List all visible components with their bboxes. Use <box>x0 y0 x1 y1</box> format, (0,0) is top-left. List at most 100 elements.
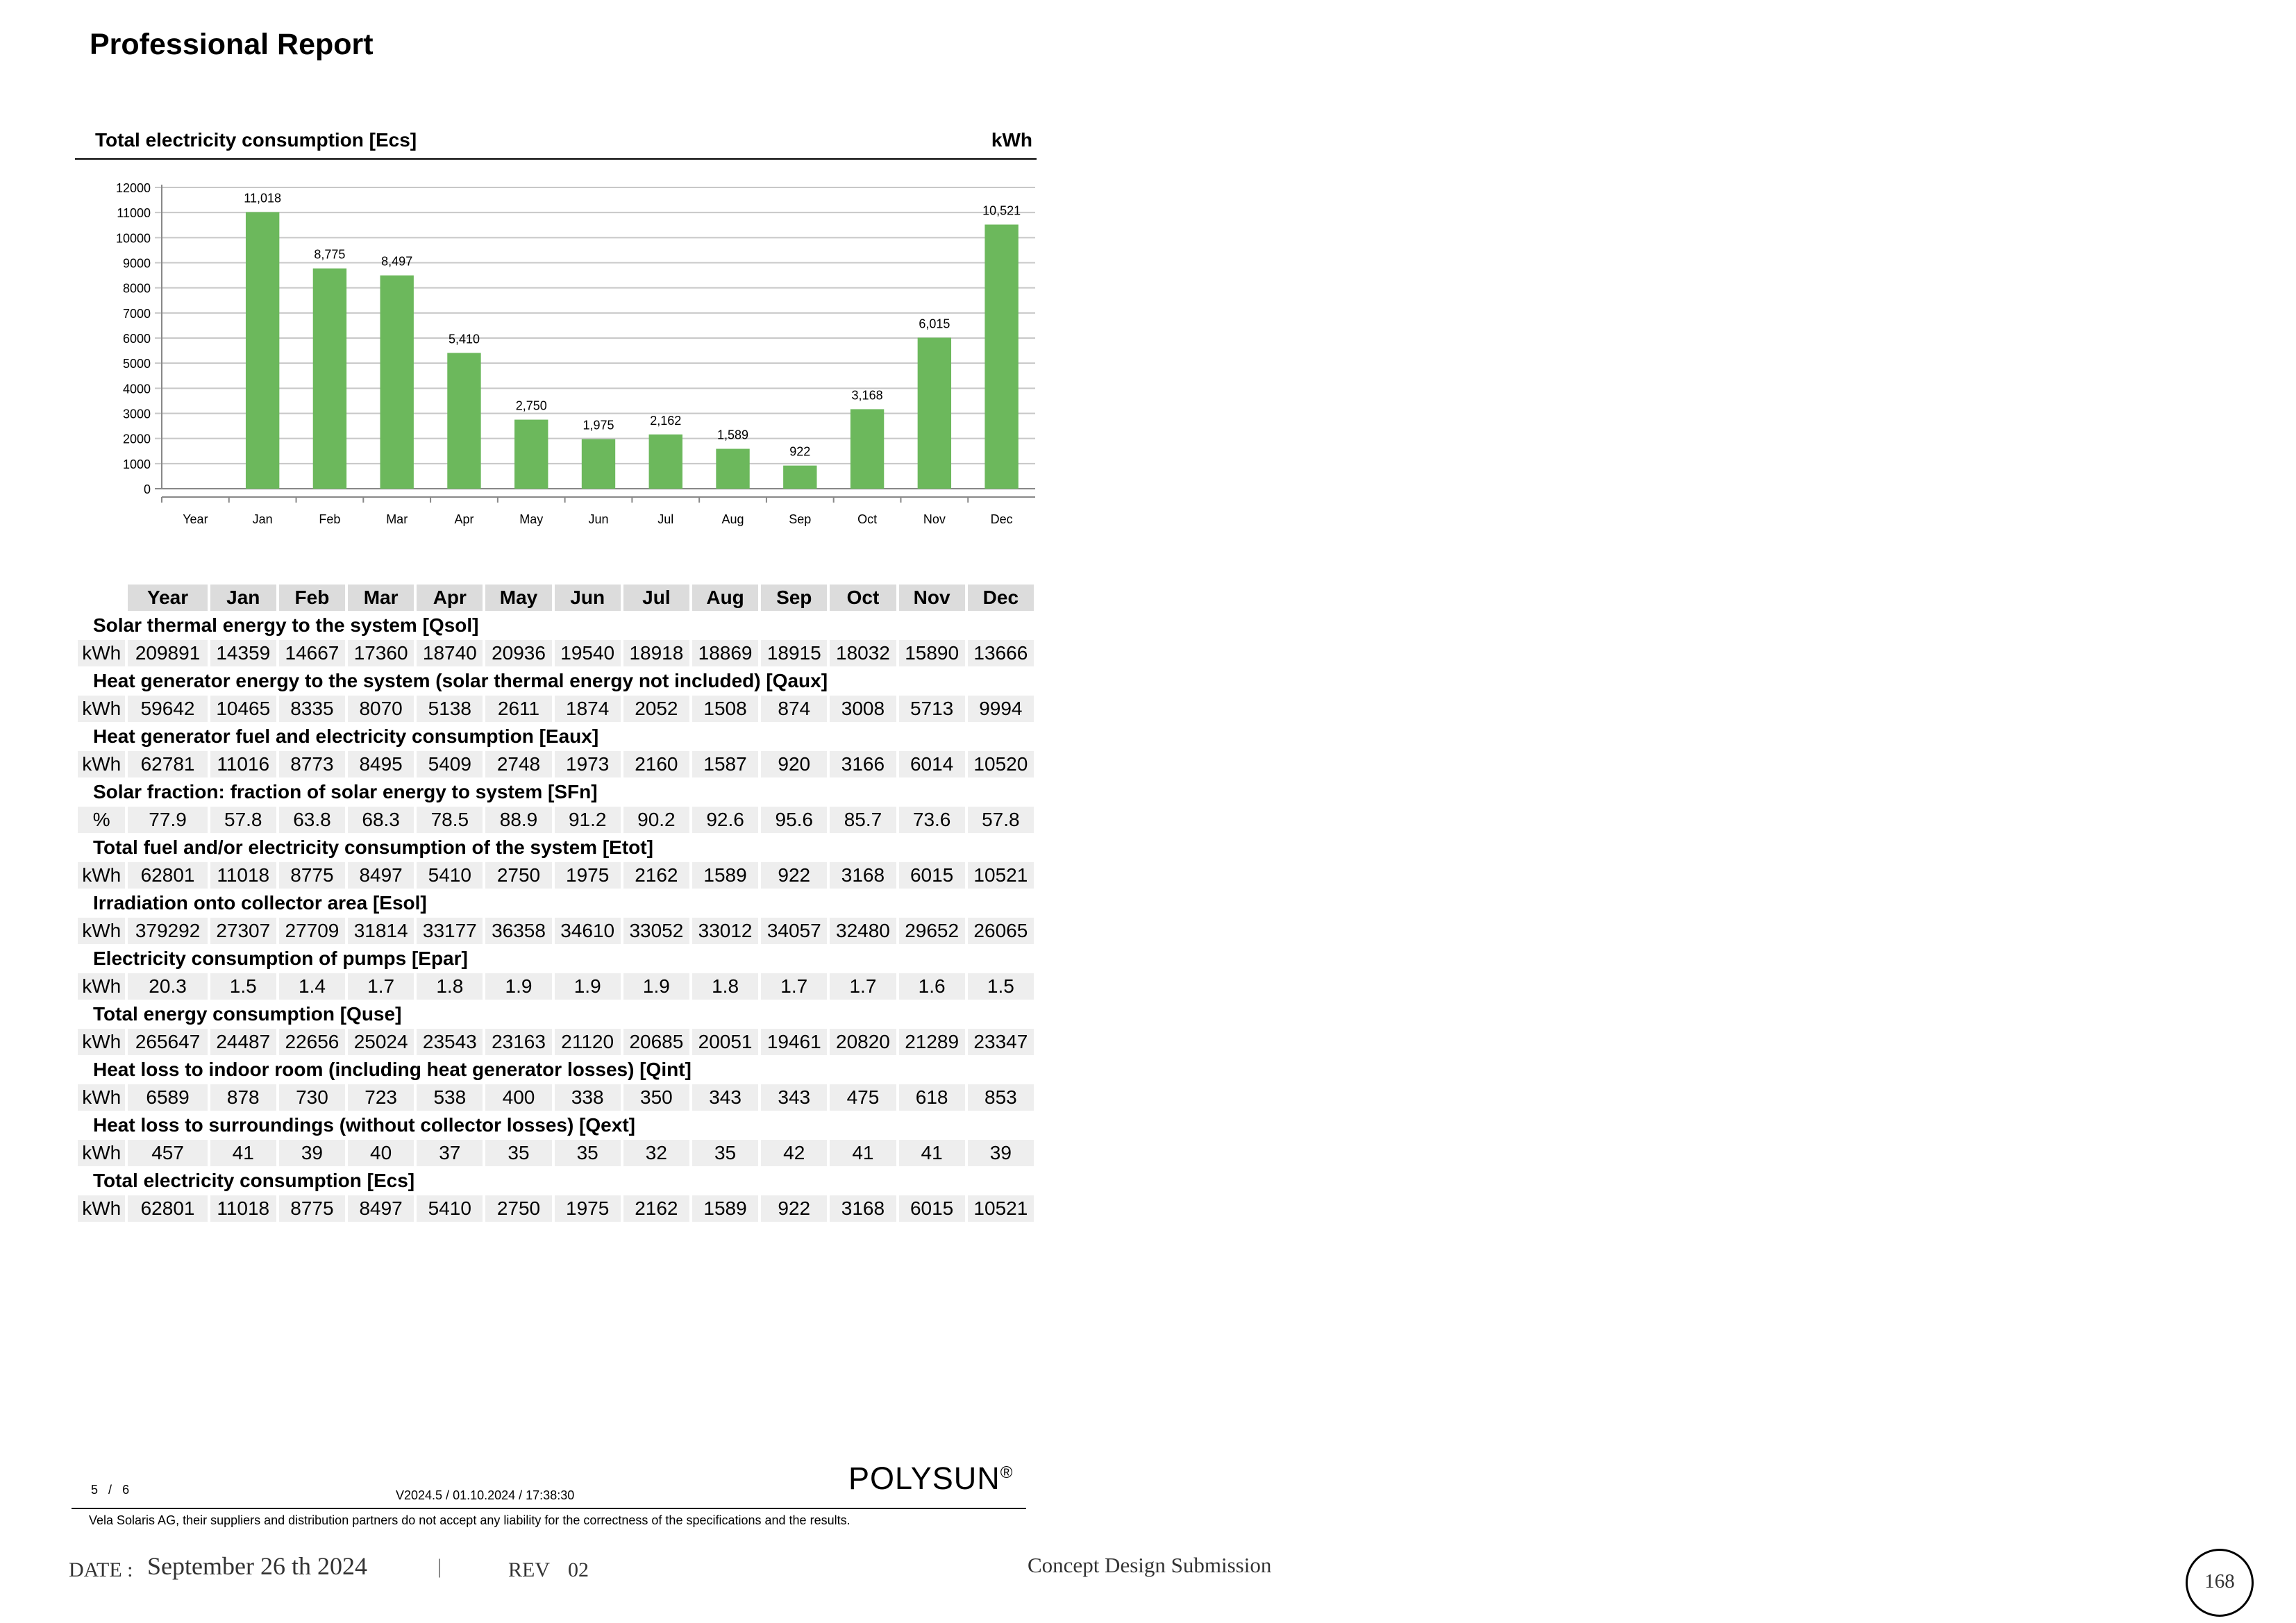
section-title: Irradiation onto collector area [Esol] <box>93 892 427 914</box>
value-cell: 27709 <box>278 918 346 944</box>
value-cell: 6589 <box>128 1084 208 1111</box>
value-cell: 730 <box>278 1084 346 1111</box>
value-cell: 1508 <box>692 696 759 722</box>
column-header: Sep <box>761 585 828 611</box>
value-cell: 20685 <box>623 1029 689 1055</box>
value-cell: 13666 <box>967 640 1034 666</box>
value-cell: 5138 <box>417 696 483 722</box>
section-title: Solar thermal energy to the system [Qsol… <box>93 614 479 636</box>
value-cell: 18740 <box>417 640 483 666</box>
chart-header: Total electricity consumption [Ecs] kWh <box>75 126 1037 160</box>
column-header: Feb <box>278 585 346 611</box>
value-cell: 68.3 <box>348 807 414 833</box>
value-cell: 1874 <box>554 696 621 722</box>
value-cell: 73.6 <box>898 807 965 833</box>
section-title: Total energy consumption [Quse] <box>93 1003 402 1025</box>
value-cell: 2052 <box>623 696 689 722</box>
y-tick-label: 11000 <box>117 206 151 220</box>
value-cell: 90.2 <box>623 807 689 833</box>
unit-cell: kWh <box>78 751 126 777</box>
chart-grid <box>155 187 1035 489</box>
unit-cell: % <box>78 807 126 833</box>
value-cell: 8497 <box>348 862 414 889</box>
value-cell: 10521 <box>967 1195 1034 1222</box>
value-cell: 8070 <box>348 696 414 722</box>
value-cell: 1.9 <box>623 973 689 1000</box>
value-cell: 14359 <box>210 640 276 666</box>
table-row: kWh 457 41 39 40 37 35 35 32 35 42 41 41 39 <box>78 1140 1034 1166</box>
value-cell: 538 <box>417 1084 483 1111</box>
x-tick-label: Jun <box>588 512 608 526</box>
value-cell: 85.7 <box>830 807 896 833</box>
value-cell: 8497 <box>348 1195 414 1222</box>
value-cell: 77.9 <box>128 807 208 833</box>
unit-cell: kWh <box>78 862 126 889</box>
value-cell: 92.6 <box>692 807 759 833</box>
brand-name: POLYSUN <box>848 1461 1000 1496</box>
section-title-row: Total energy consumption [Quse] <box>78 1000 1034 1029</box>
value-cell: 3008 <box>830 696 896 722</box>
value-cell: 922 <box>761 1195 828 1222</box>
value-cell: 1.9 <box>485 973 552 1000</box>
revision-value: 02 <box>568 1558 589 1581</box>
table-row: kWh 209891 14359 14667 17360 18740 20936 19540 1… <box>78 640 1034 666</box>
y-tick-label: 4000 <box>123 382 151 396</box>
chart-unit: kWh <box>991 129 1032 151</box>
value-cell: 57.8 <box>210 807 276 833</box>
section-title-row: Heat loss to indoor room (including heat… <box>78 1055 1034 1084</box>
value-cell: 2748 <box>485 751 552 777</box>
value-cell: 8775 <box>278 862 346 889</box>
date-label: DATE : <box>69 1558 133 1581</box>
value-cell: 265647 <box>128 1029 208 1055</box>
bar <box>850 409 885 489</box>
table-body: Solar thermal energy to the system [Qsol… <box>78 611 1034 1222</box>
value-cell: 33052 <box>623 918 689 944</box>
x-tick-label: Year <box>183 512 208 526</box>
value-cell: 59642 <box>128 696 208 722</box>
value-cell: 5410 <box>417 1195 483 1222</box>
page-current: 5 <box>91 1483 99 1497</box>
chart-labels: 0 1000 2000 3000 4000 5000 6000 7000 8000 9000 100… <box>116 181 1021 526</box>
bar-value-label: 2,750 <box>516 399 547 413</box>
value-cell: 25024 <box>348 1029 414 1055</box>
table-header-row: Year Jan Feb Mar Apr May Jun Jul Aug Sep Oct Nov Dec <box>78 585 1034 611</box>
value-cell: 2160 <box>623 751 689 777</box>
bar <box>783 465 817 489</box>
value-cell: 19540 <box>554 640 621 666</box>
x-tick-label: Oct <box>857 512 877 526</box>
bar-value-label: 1,975 <box>583 419 614 432</box>
value-cell: 32 <box>623 1140 689 1166</box>
value-cell: 62801 <box>128 862 208 889</box>
value-cell: 41 <box>898 1140 965 1166</box>
value-cell: 35 <box>554 1140 621 1166</box>
value-cell: 1.4 <box>278 973 346 1000</box>
value-cell: 40 <box>348 1140 414 1166</box>
value-cell: 8495 <box>348 751 414 777</box>
unit-cell: kWh <box>78 973 126 1000</box>
value-cell: 3168 <box>830 1195 896 1222</box>
value-cell: 11016 <box>210 751 276 777</box>
bar <box>984 224 1019 489</box>
value-cell: 32480 <box>830 918 896 944</box>
value-cell: 21120 <box>554 1029 621 1055</box>
revision-label: REV <box>508 1558 550 1581</box>
value-cell: 11018 <box>210 862 276 889</box>
value-cell: 26065 <box>967 918 1034 944</box>
x-tick-label: Mar <box>386 512 408 526</box>
table-row: kWh 20.3 1.5 1.4 1.7 1.8 1.9 1.9 1.9 1.8 1.7 1.7 1.6… <box>78 973 1034 1000</box>
value-cell: 8775 <box>278 1195 346 1222</box>
section-title: Heat loss to indoor room (including heat… <box>93 1059 692 1080</box>
value-cell: 723 <box>348 1084 414 1111</box>
x-tick-label: Dec <box>991 512 1013 526</box>
y-tick-label: 0 <box>144 482 151 496</box>
value-cell: 400 <box>485 1084 552 1111</box>
value-cell: 39 <box>967 1140 1034 1166</box>
value-cell: 343 <box>692 1084 759 1111</box>
value-cell: 18032 <box>830 640 896 666</box>
bar-value-label: 922 <box>789 445 810 459</box>
value-cell: 88.9 <box>485 807 552 833</box>
value-cell: 379292 <box>128 918 208 944</box>
value-cell: 20820 <box>830 1029 896 1055</box>
y-tick-label: 2000 <box>123 432 151 446</box>
value-cell: 1973 <box>554 751 621 777</box>
